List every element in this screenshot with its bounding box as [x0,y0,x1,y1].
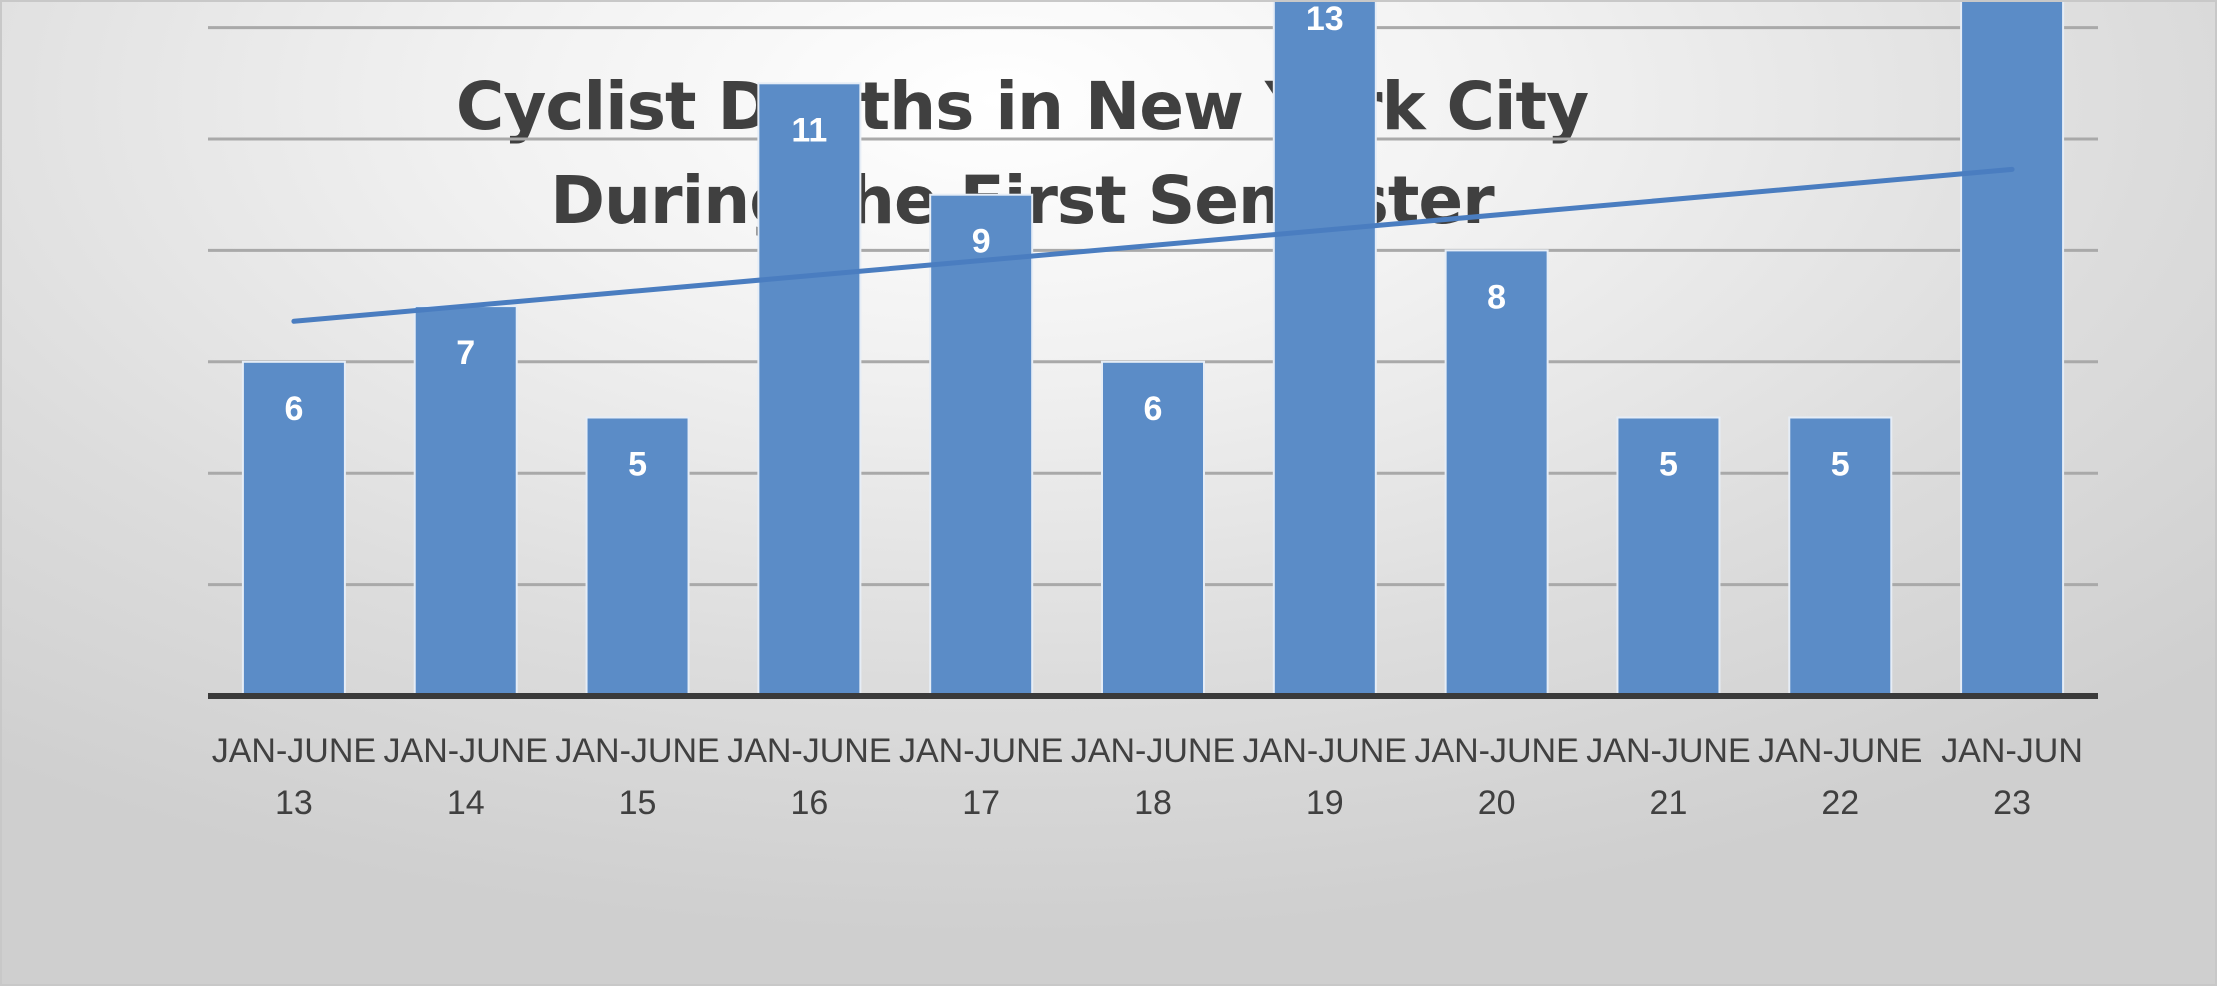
data-label: 6 [1144,390,1163,428]
x-tick-label: JAN-JUN [1941,732,2083,770]
x-tick-label: 13 [275,784,313,822]
data-label: 9 [972,223,991,261]
chart-title-line-1: Cyclist Deaths in New York City [455,68,1589,145]
x-tick-label: JAN-JUNE [1586,732,1750,770]
bar [1444,249,1549,697]
x-tick-label: JAN-JUNE [555,732,719,770]
x-tick-label: JAN-JUNE [1243,732,1407,770]
data-label: 6 [284,390,303,428]
bar [1101,360,1205,697]
bar [585,416,690,697]
bar [241,360,346,697]
bar [929,193,1034,697]
x-tick-label: JAN-JUNE [212,732,376,770]
x-tick-label: 18 [1134,784,1172,822]
x-tick-label: 22 [1821,784,1859,822]
data-label: 11 [791,111,827,149]
data-label: 5 [1831,446,1850,484]
x-tick-label: JAN-JUNE [899,732,1063,770]
x-tick-label: JAN-JUNE [384,732,548,770]
x-tick-label: 19 [1306,784,1344,822]
x-tick-label: 23 [1993,784,2031,822]
data-label: 5 [1659,446,1678,484]
bar [757,82,862,698]
x-tick-label: JAN-JUNE [1414,732,1578,770]
x-tick-label: 21 [1650,784,1688,822]
data-label: 13 [1306,2,1344,38]
x-tick-label: JAN-JUNE [727,732,891,770]
bar [1272,2,1377,697]
x-tick-label: 14 [447,784,485,822]
data-label: 8 [1487,278,1506,316]
x-tick-label: 16 [790,784,828,822]
x-tick-label: JAN-JUNE [1758,732,1922,770]
x-tick-label: 15 [619,784,657,822]
trendline [291,166,2015,324]
x-tick-label: JAN-JUNE [1071,732,1235,770]
x-tick-label: 17 [962,784,1000,822]
data-label: 5 [628,446,647,484]
x-tick-label: 20 [1478,784,1516,822]
bar [1960,2,2065,697]
data-label: 7 [456,334,475,372]
